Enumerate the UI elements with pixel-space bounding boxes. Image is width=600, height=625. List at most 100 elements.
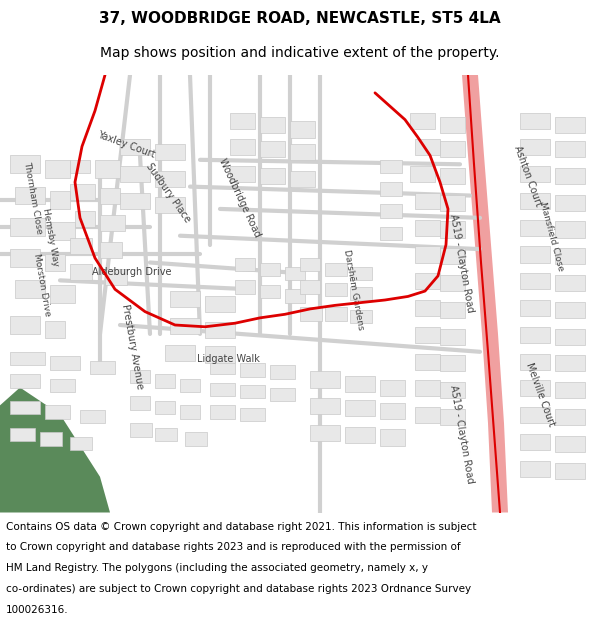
Bar xyxy=(555,117,585,133)
Bar xyxy=(70,264,92,281)
Bar xyxy=(520,219,550,236)
Bar xyxy=(415,193,440,209)
Bar xyxy=(130,396,150,410)
Bar xyxy=(45,254,65,271)
Bar xyxy=(310,425,340,441)
Bar xyxy=(170,318,200,334)
Text: Hemsby Way: Hemsby Way xyxy=(41,207,61,267)
Bar xyxy=(555,409,585,425)
Bar xyxy=(210,383,235,396)
Bar xyxy=(520,246,550,262)
Bar xyxy=(520,300,550,316)
Bar xyxy=(440,329,465,344)
Bar xyxy=(555,302,585,318)
Bar xyxy=(205,322,235,338)
Bar xyxy=(10,428,35,441)
Bar xyxy=(15,187,45,204)
Bar xyxy=(350,267,372,281)
Bar xyxy=(75,211,95,227)
Bar xyxy=(555,382,585,398)
Text: Mansfield Close: Mansfield Close xyxy=(538,201,566,272)
Bar xyxy=(50,356,80,369)
Bar xyxy=(350,310,372,323)
Bar xyxy=(105,269,127,285)
Bar xyxy=(285,267,305,281)
Bar xyxy=(10,374,40,388)
Bar xyxy=(50,285,75,302)
Bar xyxy=(170,291,200,307)
Bar xyxy=(555,221,585,238)
Bar xyxy=(270,388,295,401)
Bar xyxy=(380,160,402,173)
Bar xyxy=(120,166,150,182)
Bar xyxy=(45,160,70,177)
Text: co-ordinates) are subject to Crown copyright and database rights 2023 Ordnance S: co-ordinates) are subject to Crown copyr… xyxy=(6,584,471,594)
Text: 100026316.: 100026316. xyxy=(6,605,68,615)
Bar xyxy=(10,218,45,236)
Bar xyxy=(310,371,340,388)
Bar xyxy=(520,327,550,343)
Text: Woodbridge Road: Woodbridge Road xyxy=(217,156,263,239)
Bar xyxy=(325,283,347,296)
Text: Yaxley Court: Yaxley Court xyxy=(96,130,156,160)
Text: Morston Drive: Morston Drive xyxy=(32,253,52,317)
Bar xyxy=(70,184,95,200)
Bar xyxy=(520,381,550,396)
Bar xyxy=(415,381,440,396)
Bar xyxy=(205,346,235,362)
Bar xyxy=(440,221,465,238)
Bar xyxy=(440,117,465,133)
Bar xyxy=(290,144,315,160)
Bar xyxy=(210,361,235,374)
Bar xyxy=(380,381,405,396)
Bar xyxy=(345,427,375,443)
Bar xyxy=(240,385,265,398)
Bar xyxy=(520,461,550,477)
Bar xyxy=(10,249,40,267)
Bar xyxy=(555,141,585,157)
Bar xyxy=(10,401,40,414)
Bar xyxy=(130,423,152,437)
Bar xyxy=(440,382,465,398)
Bar xyxy=(210,406,235,419)
Text: Prestbury Avenue: Prestbury Avenue xyxy=(119,303,145,389)
Bar xyxy=(205,296,235,312)
Bar xyxy=(310,398,340,414)
Text: Aldeburgh Drive: Aldeburgh Drive xyxy=(92,267,172,277)
Bar xyxy=(520,407,550,423)
Bar xyxy=(180,406,200,419)
Polygon shape xyxy=(0,388,110,512)
Bar xyxy=(410,112,435,129)
Bar xyxy=(70,238,92,254)
Bar xyxy=(440,194,465,211)
Bar xyxy=(80,410,105,423)
Bar xyxy=(520,273,550,289)
Bar xyxy=(415,246,440,262)
Bar xyxy=(380,227,402,240)
Bar xyxy=(440,302,465,318)
Bar xyxy=(120,193,150,209)
Text: Darshēm Gardens: Darshēm Gardens xyxy=(343,248,365,331)
Bar xyxy=(520,434,550,450)
Bar xyxy=(10,316,40,334)
Bar xyxy=(50,191,70,209)
Text: to Crown copyright and database rights 2023 and is reproduced with the permissio: to Crown copyright and database rights 2… xyxy=(6,542,461,552)
Bar xyxy=(155,144,185,160)
Bar xyxy=(50,379,75,392)
Bar xyxy=(70,437,92,450)
Bar xyxy=(520,193,550,209)
Bar xyxy=(230,166,255,182)
Bar xyxy=(155,401,175,414)
Bar xyxy=(555,436,585,452)
Text: Ashton Court: Ashton Court xyxy=(512,144,544,208)
Bar xyxy=(440,248,465,264)
Bar xyxy=(120,139,150,156)
Bar xyxy=(155,198,185,213)
Bar xyxy=(155,374,175,388)
Bar xyxy=(415,300,440,316)
Bar xyxy=(440,275,465,291)
Bar xyxy=(165,344,195,361)
Bar xyxy=(440,356,465,371)
Bar xyxy=(345,376,375,392)
Bar xyxy=(260,168,285,184)
